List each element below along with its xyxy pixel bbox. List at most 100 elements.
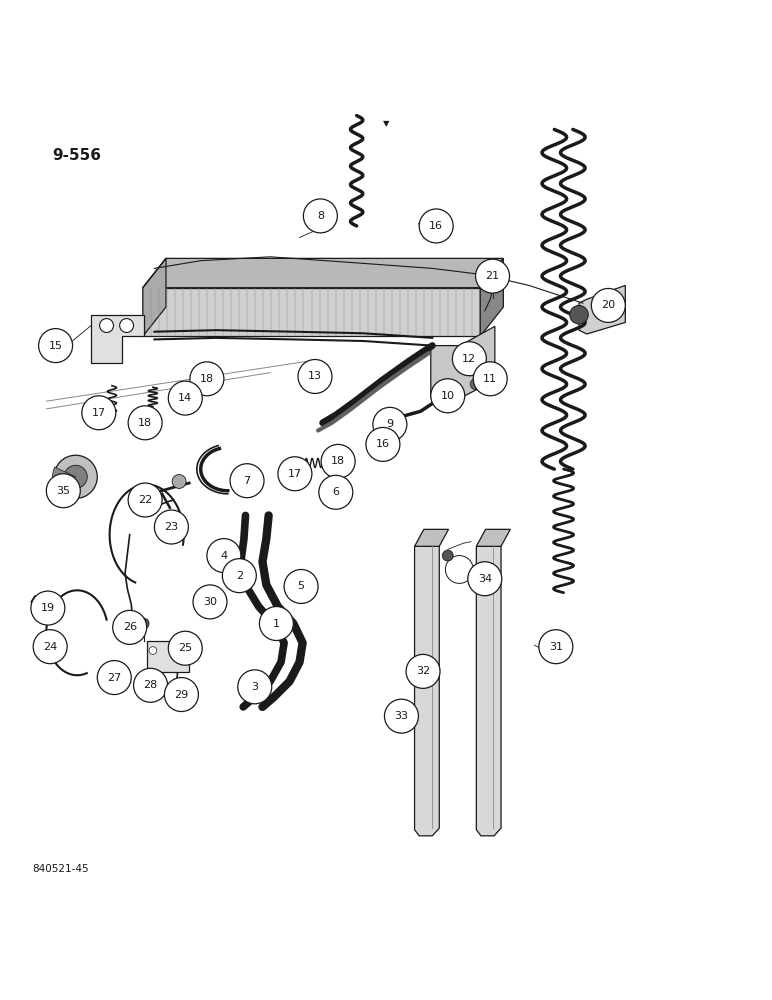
Polygon shape [579,285,625,334]
Polygon shape [476,546,501,836]
Text: 2: 2 [235,571,243,581]
Circle shape [298,359,332,393]
Polygon shape [143,258,166,336]
Text: 14: 14 [178,393,192,403]
Circle shape [138,618,149,629]
Text: 3: 3 [251,682,259,692]
Circle shape [149,647,157,654]
Circle shape [366,427,400,461]
Circle shape [128,406,162,440]
Polygon shape [415,529,449,546]
Text: 16: 16 [376,439,390,449]
Text: 6: 6 [332,487,340,497]
Text: 33: 33 [394,711,408,721]
Text: 27: 27 [107,673,121,683]
Circle shape [134,668,168,702]
Circle shape [284,569,318,603]
Text: 8: 8 [317,211,324,221]
Text: 28: 28 [144,680,157,690]
Text: ▼: ▼ [383,119,389,128]
Text: 18: 18 [138,418,152,428]
Text: 16: 16 [429,221,443,231]
Text: 29: 29 [174,690,188,700]
Circle shape [278,457,312,491]
Circle shape [172,475,186,488]
Circle shape [319,475,353,509]
Polygon shape [480,258,503,336]
Circle shape [64,465,87,488]
Circle shape [230,464,264,498]
Circle shape [419,209,453,243]
Circle shape [193,585,227,619]
Text: 9-556: 9-556 [52,148,101,163]
Text: 19: 19 [41,603,55,613]
Circle shape [46,474,80,508]
Text: 26: 26 [123,622,137,632]
Polygon shape [31,596,54,608]
Text: 11: 11 [483,374,497,384]
Text: 1: 1 [273,619,280,629]
Circle shape [442,550,453,561]
Circle shape [384,699,418,733]
Circle shape [321,444,355,478]
Circle shape [154,510,188,544]
Circle shape [207,539,241,573]
Polygon shape [91,315,144,363]
Circle shape [470,348,481,359]
Circle shape [100,319,113,332]
Text: 7: 7 [243,476,251,486]
FancyBboxPatch shape [147,641,189,672]
Circle shape [476,259,510,293]
Text: 12: 12 [462,354,476,364]
Polygon shape [143,288,480,336]
Text: 35: 35 [56,486,70,496]
Text: 24: 24 [43,642,57,652]
Polygon shape [431,326,495,398]
Text: 22: 22 [138,495,152,505]
Circle shape [238,670,272,704]
Circle shape [539,630,573,664]
Text: 18: 18 [200,374,214,384]
Circle shape [33,630,67,664]
Circle shape [373,407,407,441]
Wedge shape [52,467,76,487]
Polygon shape [143,258,503,288]
Circle shape [39,329,73,363]
Circle shape [431,379,465,413]
Text: 23: 23 [164,522,178,532]
Circle shape [470,379,481,390]
Circle shape [128,483,162,517]
Text: 32: 32 [416,666,430,676]
Circle shape [190,362,224,396]
Circle shape [445,556,473,583]
Circle shape [168,631,202,665]
Circle shape [259,607,293,641]
Circle shape [452,342,486,376]
Text: 840521-45: 840521-45 [32,864,89,874]
Polygon shape [415,546,439,836]
Text: 9: 9 [386,419,394,429]
Text: 31: 31 [549,642,563,652]
Circle shape [303,199,337,233]
Text: 17: 17 [92,408,106,418]
Circle shape [97,661,131,695]
Circle shape [570,305,588,324]
Circle shape [406,654,440,688]
Text: 18: 18 [331,456,345,466]
Text: 25: 25 [178,643,192,653]
Text: 20: 20 [601,300,615,310]
Circle shape [120,319,134,332]
Circle shape [222,559,256,593]
Text: 13: 13 [308,371,322,381]
Text: 17: 17 [288,469,302,479]
Text: 4: 4 [220,551,228,561]
Circle shape [82,396,116,430]
Polygon shape [476,529,510,546]
Text: 10: 10 [441,391,455,401]
Text: 5: 5 [297,581,305,591]
Circle shape [468,562,502,596]
Circle shape [172,647,180,654]
Circle shape [164,678,198,712]
Circle shape [54,455,97,498]
Text: 21: 21 [486,271,499,281]
